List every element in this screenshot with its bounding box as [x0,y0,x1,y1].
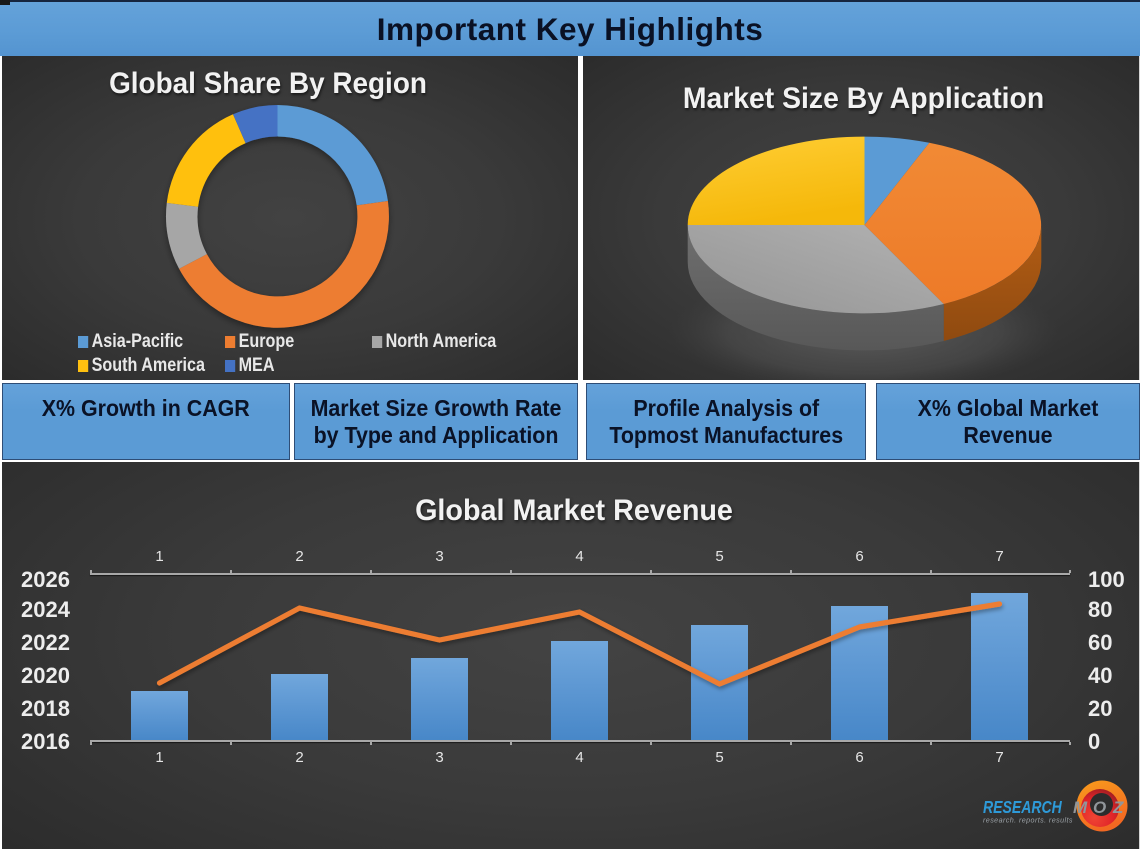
svg-text:O: O [1093,798,1106,817]
svg-text:M: M [1073,798,1088,817]
svg-text:research. reports. results: research. reports. results [983,816,1073,825]
svg-text:RESEARCH: RESEARCH [983,797,1062,817]
svg-text:Z: Z [1112,798,1124,817]
